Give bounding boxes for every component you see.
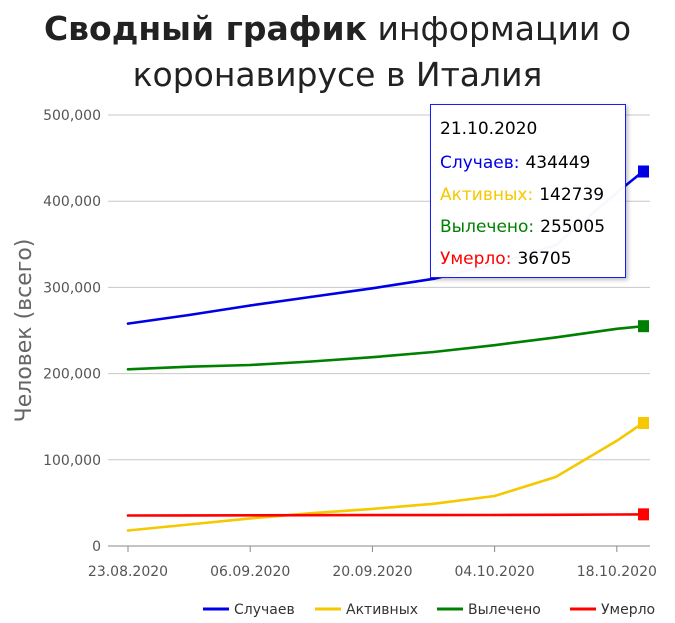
hover-tooltip: 21.10.2020 Случаев: 434449 Активных: 14273…	[430, 104, 626, 278]
chart-title-rest: информации о коронавирусе в Италия	[132, 9, 632, 94]
data-point	[493, 494, 496, 498]
tooltip-label-recovered: Вылечено:	[440, 217, 535, 237]
chart-title: Сводный график информации о коронавирусе…	[0, 6, 675, 98]
series-end-marker	[638, 416, 649, 429]
tooltip-value-active: 142739	[539, 185, 605, 205]
tooltip-label-cases: Случаев:	[440, 153, 520, 173]
data-point	[371, 507, 374, 511]
y-tick-label: 300,000	[43, 280, 101, 296]
data-point	[310, 360, 313, 363]
tooltip-label-deaths: Умерло:	[440, 249, 512, 269]
data-point	[126, 322, 130, 325]
y-tick-label: 200,000	[43, 367, 101, 383]
data-point	[126, 514, 130, 517]
data-point	[615, 327, 619, 330]
data-point	[187, 523, 191, 526]
data-point	[432, 502, 435, 505]
data-point	[371, 513, 374, 517]
data-point	[249, 304, 252, 307]
data-point	[310, 295, 313, 299]
data-point	[187, 365, 191, 368]
x-tick-label: 20.09.2020	[332, 564, 412, 580]
data-point	[126, 368, 130, 371]
x-tick-label: 06.09.2020	[210, 564, 290, 580]
data-point	[310, 512, 313, 515]
tooltip-row-deaths: Умерло: 36705	[440, 249, 572, 269]
data-point	[432, 277, 435, 280]
data-point	[493, 513, 496, 517]
y-tick-label: 0	[92, 539, 101, 555]
y-tick-label: 400,000	[43, 194, 101, 210]
data-point	[126, 529, 130, 532]
data-point	[432, 513, 435, 517]
legend-label: Вылечено	[468, 602, 541, 618]
x-tick-label: 23.08.2020	[88, 564, 168, 580]
series-line-3	[126, 513, 645, 517]
data-point	[615, 439, 619, 443]
tooltip-row-cases: Случаев: 434449	[440, 153, 590, 173]
data-point	[615, 513, 619, 516]
x-tick-label: 04.10.2020	[455, 564, 535, 580]
series-line-2	[126, 324, 645, 371]
tooltip-date: 21.10.2020	[440, 119, 538, 139]
data-point	[371, 356, 374, 359]
tooltip-label-active: Активных:	[440, 185, 534, 205]
tooltip-row-recovered: Вылечено: 255005	[440, 217, 605, 237]
series-end-marker	[638, 165, 649, 178]
data-point	[554, 475, 557, 479]
series-end-marker	[638, 508, 649, 521]
data-point	[249, 514, 252, 517]
y-tick-label: 100,000	[43, 453, 101, 469]
x-tick-label: 18.10.2020	[577, 564, 657, 580]
series-line-1	[126, 421, 645, 532]
data-point	[187, 514, 191, 517]
legend-label: Умерло	[601, 602, 655, 618]
data-point	[432, 350, 435, 354]
data-point	[554, 336, 557, 339]
tooltip-row-active: Активных: 142739	[440, 185, 604, 205]
data-point	[493, 343, 496, 347]
data-point	[554, 513, 557, 516]
data-point	[310, 514, 313, 517]
y-axis-label: Человек (всего)	[12, 239, 37, 423]
data-point	[371, 287, 374, 290]
legend-label: Случаев	[234, 602, 295, 618]
series-end-marker	[638, 320, 649, 333]
y-tick-label: 500,000	[43, 108, 101, 124]
legend-label: Активных	[346, 602, 418, 618]
tooltip-value-recovered: 255005	[540, 217, 606, 237]
chart-title-bold: Сводный график	[43, 9, 368, 48]
data-point	[249, 517, 252, 520]
data-point	[249, 363, 252, 367]
tooltip-value-cases: 434449	[525, 153, 591, 173]
tooltip-value-deaths: 36705	[517, 249, 572, 269]
data-point	[187, 313, 191, 317]
